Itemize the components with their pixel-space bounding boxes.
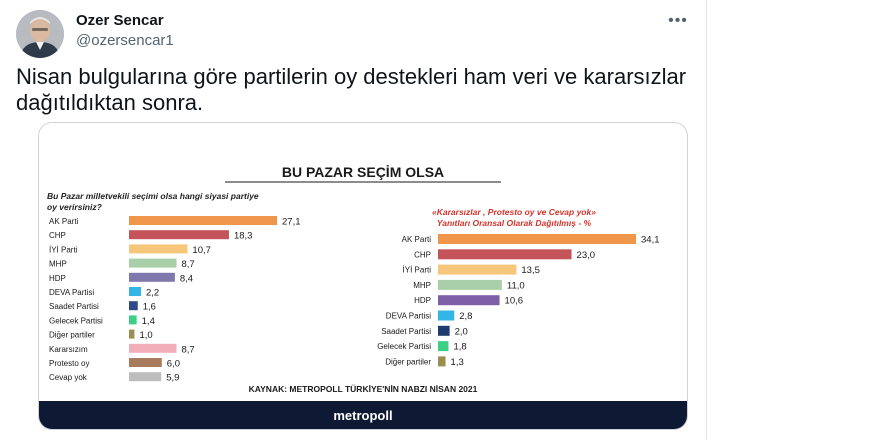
bar-category-label: HDP xyxy=(414,296,431,305)
source-caption: KAYNAK: METROPOLL TÜRKİYE'NİN NABZI NİSA… xyxy=(249,384,478,394)
bar-category-label: Gelecek Partisi xyxy=(377,342,431,351)
avatar[interactable] xyxy=(16,10,64,58)
bar xyxy=(438,249,572,260)
bar xyxy=(129,272,175,282)
chart-title: BU PAZAR SEÇİM OLSA xyxy=(282,164,444,180)
right-note-line: Yanıtları Oransal Olarak Dağıtılmış - % xyxy=(437,218,592,228)
footer-band xyxy=(39,401,687,429)
bar-category-label: İYİ Parti xyxy=(403,266,432,275)
bar-value-label: 2,8 xyxy=(459,311,472,322)
bar-value-label: 10,6 xyxy=(505,296,524,307)
bar xyxy=(129,216,277,225)
bar-category-label: HDP xyxy=(49,274,66,283)
bar-category-label: Protesto oy xyxy=(49,359,89,368)
bar-value-label: 27,1 xyxy=(282,217,301,228)
bar-value-label: 1,6 xyxy=(143,302,156,313)
bar-category-label: Saadet Partisi xyxy=(381,327,431,336)
bar-category-label: İYİ Parti xyxy=(49,245,78,254)
bar-category-label: DEVA Partisi xyxy=(49,288,94,297)
bar xyxy=(129,358,162,367)
bar-category-label: MHP xyxy=(413,281,431,290)
bar-value-label: 8,7 xyxy=(182,259,195,270)
bar-category-label: MHP xyxy=(49,260,67,269)
bar-value-label: 23,0 xyxy=(577,250,596,261)
bar xyxy=(129,258,177,268)
bar xyxy=(438,325,450,336)
left-question-line: Bu Pazar milletvekili seçimi olsa hangi … xyxy=(47,191,259,201)
bar-value-label: 6,0 xyxy=(167,359,180,370)
bar-category-label: AK Parti xyxy=(402,235,432,244)
bar xyxy=(438,234,636,244)
bar-category-label: DEVA Partisi xyxy=(386,312,431,321)
bar-category-label: Diğer partiler xyxy=(49,331,95,340)
bar-value-label: 2,2 xyxy=(146,288,159,299)
bar xyxy=(129,230,229,240)
bar xyxy=(129,301,138,311)
bar-value-label: 5,9 xyxy=(166,373,179,384)
bar xyxy=(438,295,500,306)
bar-category-label: Kararsızım xyxy=(49,345,88,354)
bar xyxy=(438,310,455,321)
bar xyxy=(129,343,177,353)
bar-value-label: 1,8 xyxy=(453,342,466,353)
right-note-line: «Kararsızlar , Protesto oy ve Cevap yok» xyxy=(432,207,596,217)
more-options-button[interactable]: ••• xyxy=(666,12,690,36)
author-handle[interactable]: @ozersencar1 xyxy=(76,32,174,49)
bar-category-label: Saadet Partisi xyxy=(49,302,99,311)
bar-value-label: 18,3 xyxy=(234,231,253,242)
bar-value-label: 1,3 xyxy=(451,357,464,368)
bar-category-label: AK Parti xyxy=(49,217,79,226)
footer-brand: metropoll xyxy=(333,408,392,423)
bar-category-label: Cevap yok xyxy=(49,373,88,382)
bar-category-label: Gelecek Partisi xyxy=(49,316,103,325)
bar xyxy=(129,329,135,339)
tweet-column: Ozer Sencar @ozersencar1 ••• Nisan bulgu… xyxy=(16,10,690,430)
bar-value-label: 10,7 xyxy=(192,245,211,256)
bar xyxy=(129,244,188,254)
bar xyxy=(438,264,517,275)
bar-value-label: 2,0 xyxy=(455,326,468,337)
bar-category-label: CHP xyxy=(414,250,431,259)
bar-value-label: 8,7 xyxy=(182,344,195,355)
left-question-line: oy verirsiniz? xyxy=(47,202,103,212)
poll-chart-image: BU PAZAR SEÇİM OLSA Bu Pazar milletvekili… xyxy=(39,164,687,429)
bar-value-label: 11,0 xyxy=(507,280,525,291)
bar xyxy=(438,356,446,367)
bar-value-label: 13,5 xyxy=(521,265,540,276)
bar xyxy=(129,287,142,296)
bar-category-label: CHP xyxy=(49,231,66,240)
bar-value-label: 1,0 xyxy=(139,330,152,341)
author-name[interactable]: Ozer Sencar xyxy=(76,12,164,29)
bar xyxy=(129,315,137,325)
tweet-media-image[interactable]: BU PAZAR SEÇİM OLSA Bu Pazar milletvekili… xyxy=(38,122,688,430)
more-dots-icon: ••• xyxy=(668,12,688,29)
column-divider xyxy=(706,0,707,440)
bar xyxy=(438,341,449,352)
bar-value-label: 8,4 xyxy=(180,273,193,284)
bar-category-label: Diğer partiler xyxy=(385,357,431,366)
bar-value-label: 34,1 xyxy=(641,235,660,246)
bar xyxy=(438,279,502,290)
bar xyxy=(129,372,162,382)
bar-value-label: 1,4 xyxy=(142,316,155,327)
avatar-photo-icon xyxy=(16,10,64,58)
tweet-text: Nisan bulgularına göre partilerin oy des… xyxy=(16,64,687,115)
